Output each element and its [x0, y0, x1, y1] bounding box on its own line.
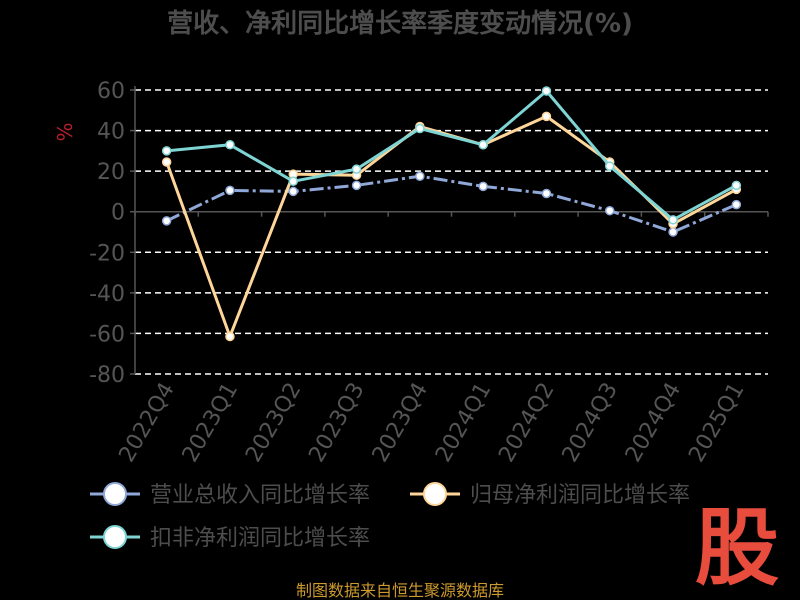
legend-label: 扣非净利润同比增长率 — [150, 526, 370, 551]
data-point — [478, 140, 488, 150]
y-tick-labels: 60 40 20 0 -20 -40 -60 -80 — [89, 79, 125, 388]
data-point — [605, 205, 615, 216]
data-point — [478, 181, 488, 192]
y-tick-label: 0 — [111, 201, 125, 226]
data-point — [225, 331, 235, 342]
data-point — [225, 185, 235, 196]
data-point — [668, 215, 678, 225]
y-tick-label: 20 — [97, 160, 125, 185]
data-point — [415, 171, 425, 181]
y-tick-label: 60 — [97, 79, 125, 104]
x-tick-label: 2025Q1 — [684, 379, 749, 467]
legend-item-1[interactable]: 营业总收入同比增长率 — [90, 482, 370, 508]
series-line-3 — [166, 89, 738, 222]
data-point — [731, 180, 742, 191]
data-point — [605, 161, 615, 171]
x-tick-label: 2023Q1 — [178, 379, 243, 467]
data-point — [668, 227, 678, 237]
data-point — [351, 164, 362, 174]
series-line-1 — [166, 174, 737, 234]
data-point — [161, 157, 172, 167]
x-tick-label: 2024Q4 — [621, 379, 686, 467]
legend-item-3[interactable]: 扣非净利润同比增长率 — [90, 525, 370, 551]
y-tick-label: -80 — [89, 363, 125, 388]
legend-marker — [103, 525, 127, 549]
data-point — [415, 123, 425, 134]
x-tick-label: 2023Q3 — [304, 379, 369, 467]
data-point — [541, 86, 552, 96]
y-tick-label: -20 — [89, 241, 125, 266]
data-point — [731, 199, 742, 210]
data-point — [161, 216, 172, 226]
legend-marker — [423, 482, 447, 506]
x-tick-label: 2023Q4 — [368, 378, 433, 466]
data-point — [225, 140, 235, 150]
source-note: 制图数据来自恒生聚源数据库 — [296, 581, 504, 600]
grid-lines — [135, 89, 768, 375]
legend-item-2[interactable]: 归母净利润同比增长率 — [410, 482, 690, 508]
y-tick-label: 40 — [97, 120, 125, 145]
y-axis-label: % — [53, 122, 77, 141]
logo-mark: 股 — [695, 499, 779, 597]
legend-marker — [103, 482, 127, 506]
legend-label: 营业总收入同比增长率 — [150, 483, 370, 508]
data-point — [351, 180, 362, 191]
x-tick-label: 2024Q3 — [558, 379, 623, 467]
data-point — [541, 188, 552, 199]
series-line-2 — [165, 114, 738, 338]
x-tick-label: 2022Q4 — [115, 379, 180, 467]
data-point — [288, 186, 298, 197]
legend-label: 归母净利润同比增长率 — [470, 483, 690, 508]
x-tick-label: 2023Q2 — [241, 379, 306, 467]
series-lines — [161, 86, 742, 342]
data-point — [541, 111, 552, 122]
x-tick-label: 2024Q1 — [431, 379, 496, 467]
data-point — [161, 146, 172, 156]
x-tick-labels: 2022Q42023Q12023Q22023Q32023Q42024Q12024… — [115, 378, 750, 466]
data-point — [288, 176, 298, 187]
y-tick-label: -60 — [89, 322, 125, 347]
chart-title: 营收、净利同比增长率季度变动情况(%) — [167, 8, 633, 39]
x-tick-label: 2024Q2 — [494, 379, 559, 467]
y-tick-label: -40 — [89, 282, 125, 307]
